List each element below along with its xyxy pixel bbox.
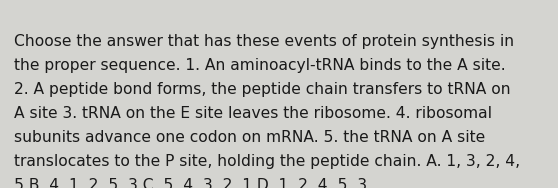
- Text: 5 B. 4, 1, 2, 5, 3 C. 5, 4, 3, 2, 1 D. 1, 2, 4, 5, 3: 5 B. 4, 1, 2, 5, 3 C. 5, 4, 3, 2, 1 D. 1…: [14, 178, 367, 188]
- Text: A site 3. tRNA on the E site leaves the ribosome. 4. ribosomal: A site 3. tRNA on the E site leaves the …: [14, 106, 492, 121]
- Text: translocates to the P site, holding the peptide chain. A. 1, 3, 2, 4,: translocates to the P site, holding the …: [14, 154, 520, 169]
- Text: 2. A peptide bond forms, the peptide chain transfers to tRNA on: 2. A peptide bond forms, the peptide cha…: [14, 82, 511, 97]
- Text: the proper sequence. 1. An aminoacyl-tRNA binds to the A site.: the proper sequence. 1. An aminoacyl-tRN…: [14, 58, 506, 73]
- Text: Choose the answer that has these events of protein synthesis in: Choose the answer that has these events …: [14, 34, 514, 49]
- Text: subunits advance one codon on mRNA. 5. the tRNA on A site: subunits advance one codon on mRNA. 5. t…: [14, 130, 485, 145]
